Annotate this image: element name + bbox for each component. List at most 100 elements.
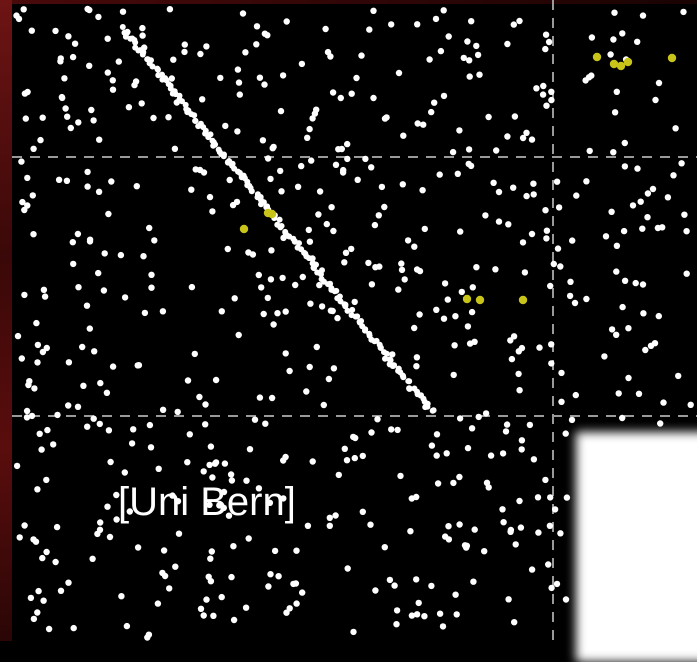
hit-dot — [413, 363, 420, 370]
hit-dot — [413, 611, 421, 618]
hit-dot — [227, 471, 235, 478]
hit-dot — [536, 344, 543, 351]
hit-dot — [197, 50, 204, 58]
hit-dot — [200, 468, 207, 475]
hit-dot — [368, 281, 376, 288]
hit-dot — [91, 348, 98, 355]
hit-dot — [259, 137, 267, 144]
hit-dot — [271, 547, 279, 555]
hit-dot — [199, 96, 206, 103]
hit-dot — [280, 495, 287, 502]
track-dot — [276, 216, 283, 223]
hit-dot — [359, 452, 366, 460]
hit-dot — [121, 294, 129, 301]
hit-dot — [255, 485, 263, 492]
hit-dot — [610, 149, 617, 156]
hit-dot — [553, 178, 561, 185]
hit-dot — [470, 578, 477, 585]
hit-dot — [84, 5, 91, 13]
hit-dot — [367, 521, 374, 528]
hit-dot — [293, 547, 300, 554]
hit-dot — [268, 247, 275, 254]
hit-dot — [397, 472, 404, 480]
hit-dot — [468, 425, 476, 432]
track-dot — [400, 374, 407, 381]
hit-dot — [278, 188, 285, 195]
track-dot — [155, 66, 161, 73]
hit-dot — [545, 38, 553, 46]
hit-dot — [286, 367, 293, 375]
hit-dot — [63, 113, 71, 120]
hit-dot — [160, 547, 168, 554]
hit-dot — [467, 162, 475, 170]
hit-dot — [573, 192, 580, 199]
hit-dot — [34, 341, 42, 349]
track-dot — [382, 355, 388, 362]
hit-dot — [39, 348, 47, 356]
hit-dot — [458, 288, 465, 296]
hit-dot — [207, 443, 215, 450]
highlight-dot — [623, 57, 633, 67]
hit-dot — [454, 170, 461, 177]
hit-dot — [351, 454, 358, 462]
hit-dot — [408, 612, 416, 619]
hit-dot — [456, 473, 463, 481]
hit-dot — [548, 96, 555, 104]
hit-dot — [171, 145, 179, 152]
hit-dot — [370, 7, 377, 14]
hit-dot — [15, 15, 23, 23]
hit-dot — [172, 563, 179, 570]
hit-dot — [315, 211, 322, 218]
hit-dot — [246, 446, 254, 453]
hit-dot — [261, 30, 269, 37]
hit-dot — [130, 426, 137, 433]
hit-dot — [526, 421, 534, 429]
hit-dot — [475, 413, 482, 421]
hit-dot — [222, 122, 229, 130]
hit-dot — [335, 146, 342, 153]
hit-dot — [13, 462, 21, 470]
hit-dot — [461, 542, 469, 549]
hit-dot — [543, 235, 550, 242]
hit-dot — [615, 390, 622, 397]
hit-dot — [118, 593, 125, 600]
hit-dot — [433, 452, 440, 459]
hit-dot — [621, 139, 628, 147]
hit-dot — [539, 91, 547, 98]
hit-dot — [220, 488, 228, 496]
hit-dot — [495, 188, 503, 196]
hit-dot — [161, 572, 169, 580]
hit-dot — [283, 18, 290, 25]
hit-dot — [608, 326, 616, 333]
hit-dot — [500, 519, 507, 526]
hit-dot — [37, 136, 44, 144]
hit-dot — [548, 360, 555, 367]
hit-dot — [543, 227, 551, 234]
hit-dot — [365, 259, 372, 267]
hit-dot — [499, 506, 506, 513]
hit-dot — [393, 607, 401, 614]
track-dot — [362, 327, 368, 334]
hit-dot — [28, 412, 36, 420]
hit-dot — [613, 268, 620, 275]
frame-top-edge — [0, 0, 697, 4]
track-dot — [366, 330, 373, 337]
hit-dot — [173, 99, 180, 106]
hit-dot — [381, 544, 388, 551]
hit-dot — [485, 113, 492, 121]
hit-dot — [471, 526, 478, 533]
track-dot — [192, 117, 199, 124]
track-dot — [327, 280, 334, 287]
hit-dot — [267, 276, 275, 283]
hit-dot — [115, 58, 123, 65]
hit-dot — [26, 378, 33, 385]
hit-dot — [558, 369, 565, 377]
hit-dot — [445, 33, 452, 40]
hit-dot — [505, 596, 512, 603]
hit-dot — [166, 585, 173, 592]
hit-dot — [359, 508, 366, 515]
hit-dot — [393, 621, 400, 628]
hit-dot — [399, 181, 406, 188]
hit-dot — [436, 171, 443, 178]
hit-dot — [298, 60, 306, 68]
